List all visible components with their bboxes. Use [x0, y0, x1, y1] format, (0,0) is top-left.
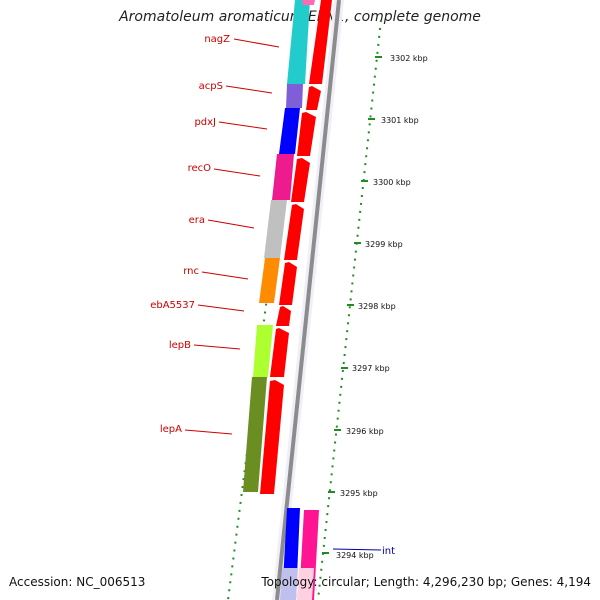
topology-text: Topology: circular; Length: 4,296,230 bp…	[261, 575, 591, 589]
gene-block-rnc	[259, 258, 280, 303]
leader-rnc	[201, 271, 249, 280]
kbp-label: 3295 kbp	[340, 489, 378, 498]
gene-label: lepA	[160, 424, 182, 435]
gene-block-era	[264, 200, 287, 258]
gene-label: acpS	[199, 81, 223, 92]
cds-arrow	[279, 262, 297, 305]
gene-block-acpS	[286, 84, 303, 108]
kbp-label: 3299 kbp	[365, 240, 403, 249]
kbp-label: 3296 kbp	[346, 427, 384, 436]
gene-block-recO	[272, 154, 294, 200]
gene-label: pdxJ	[194, 117, 216, 128]
gene-label: nagZ	[204, 34, 230, 45]
gene-block-lepA	[243, 377, 267, 492]
gene-block-top-pink	[302, 0, 315, 5]
leader-recO	[213, 168, 261, 177]
gene-label: era	[189, 215, 205, 226]
cds-arrow	[284, 204, 304, 260]
kbp-label: 3298 kbp	[358, 302, 396, 311]
leader-ebA5537	[197, 304, 245, 312]
gene-block-lepB	[253, 325, 273, 377]
kbp-label: 3301 kbp	[381, 116, 419, 125]
cds-arrow	[276, 306, 291, 326]
gene-labels: nagZ acpS pdxJ recO era rnc ebA5537 lepB…	[150, 34, 230, 435]
kbp-label: 3294 kbp	[336, 551, 374, 560]
kbp-scale: 3302 kbp 3301 kbp 3300 kbp 3299 kbp 3298…	[322, 54, 428, 560]
gene-label: rnc	[183, 266, 199, 277]
backbone-line	[275, 0, 341, 600]
accession-text: Accession: NC_006513	[9, 575, 146, 589]
cds-arrow	[291, 158, 310, 202]
cds-arrow	[297, 112, 316, 156]
gene-block-bottom-pale	[297, 568, 314, 600]
leader-int	[332, 548, 382, 551]
leader-nagZ	[233, 38, 280, 48]
leader-lepB	[193, 344, 241, 350]
cds-arrow	[309, 0, 332, 84]
leader-acpS	[225, 85, 273, 94]
leader-lepA	[184, 429, 233, 435]
gene-label-int: int	[382, 546, 395, 557]
gene-label-leaders	[184, 38, 280, 435]
left-strand-genes	[243, 0, 315, 492]
leader-era	[207, 219, 255, 229]
kbp-label: 3302 kbp	[390, 54, 428, 63]
gene-block-pdxJ	[279, 108, 300, 154]
right-ruler	[317, 19, 382, 600]
gene-label: recO	[188, 163, 212, 174]
forward-cds-arrows	[260, 0, 332, 494]
kbp-label: 3297 kbp	[352, 364, 390, 373]
cds-arrow	[270, 328, 289, 377]
gene-label: ebA5537	[150, 300, 195, 311]
gene-block-nagZ	[287, 0, 310, 84]
gene-label: lepB	[169, 340, 191, 351]
gene-block-bottom-lavender	[280, 568, 298, 600]
leader-pdxJ	[218, 121, 268, 130]
cds-arrow	[306, 86, 321, 110]
left-ruler	[227, 9, 305, 600]
kbp-label: 3300 kbp	[373, 178, 411, 187]
cds-arrow	[260, 380, 284, 494]
